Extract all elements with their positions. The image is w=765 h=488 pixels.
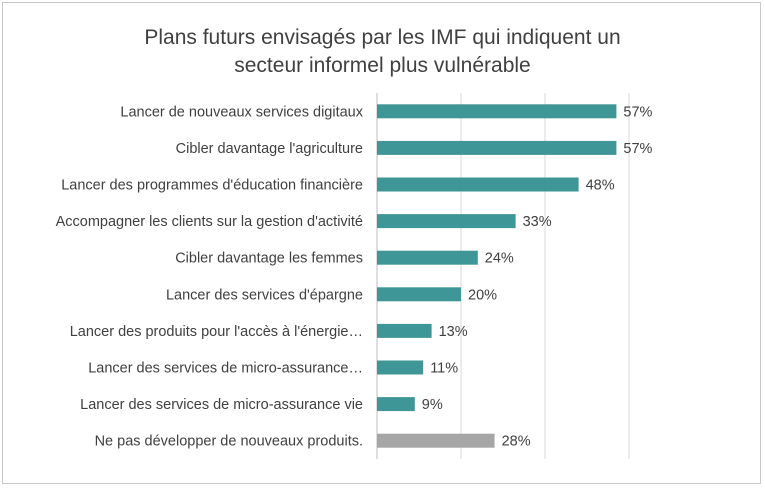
bar [377, 140, 617, 155]
category-label: Lancer des services de micro-assurance… [88, 361, 363, 377]
data-label: 33% [523, 214, 552, 230]
category-label: Lancer de nouveaux services digitaux [120, 104, 363, 120]
chart-title: Plans futurs envisagés par les IMF qui i… [0, 24, 765, 80]
category-label: Ne pas développer de nouveaux produits. [95, 434, 363, 450]
category-label: Accompagner les clients sur la gestion d… [56, 214, 363, 230]
data-label: 57% [623, 104, 652, 120]
category-label: Lancer des services de micro-assurance v… [80, 397, 363, 413]
bar [377, 177, 579, 192]
bar [377, 214, 516, 229]
data-label: 11% [430, 361, 458, 377]
chart-title-line-2: secteur informel plus vulnérable [234, 54, 531, 77]
bar [377, 323, 432, 338]
data-label: 28% [502, 434, 531, 450]
category-label: Lancer des produits pour l'accès à l'éne… [70, 324, 363, 340]
category-label: Lancer des services d'épargne [166, 287, 363, 303]
data-label: 57% [623, 141, 652, 157]
bar [377, 397, 415, 412]
chart-title-line-1: Plans futurs envisagés par les IMF qui i… [144, 26, 621, 49]
data-label: 24% [485, 251, 514, 267]
category-label: Cibler davantage l'agriculture [176, 141, 363, 157]
bar [377, 433, 495, 448]
bar [377, 104, 617, 119]
data-label: 48% [586, 178, 615, 194]
data-label: 9% [422, 397, 443, 413]
bar [377, 360, 424, 375]
category-label: Cibler davantage les femmes [175, 251, 363, 267]
data-label: 20% [468, 287, 497, 303]
bar [377, 250, 478, 265]
data-label: 13% [439, 324, 468, 340]
bar [377, 287, 461, 302]
category-label: Lancer des programmes d'éducation financ… [61, 178, 363, 194]
